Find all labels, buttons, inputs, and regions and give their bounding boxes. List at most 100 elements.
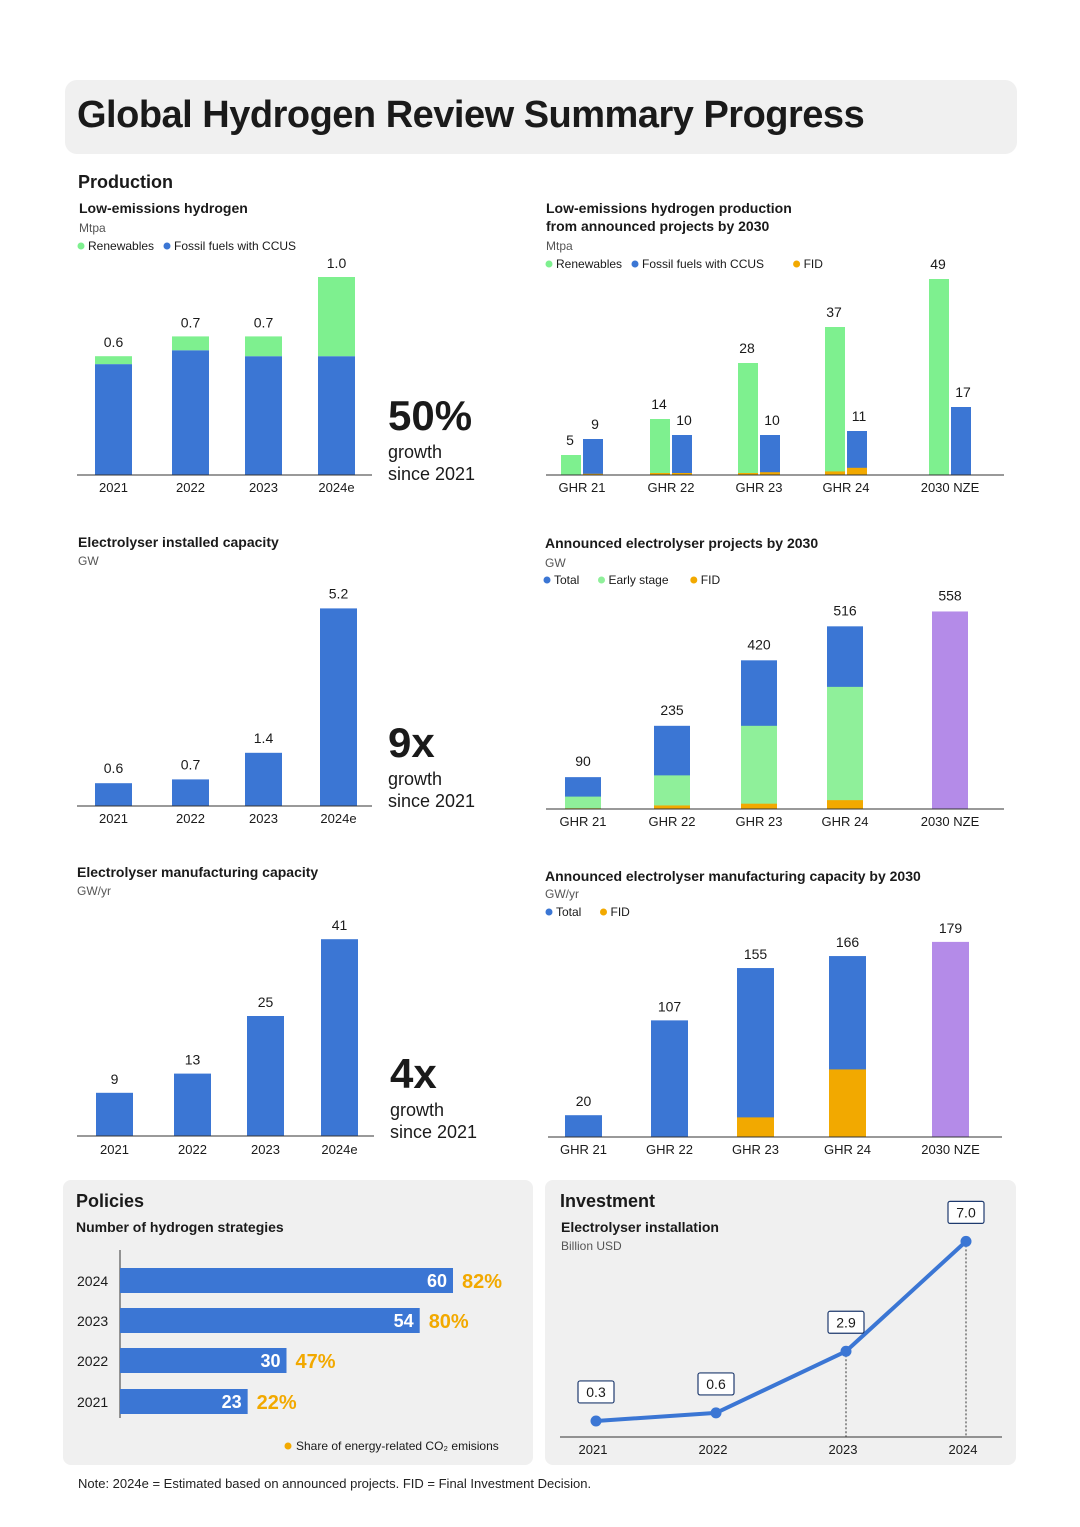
chart3-callout-line1: growth <box>388 769 442 789</box>
chart1-bar-fossil-0 <box>95 364 132 475</box>
chart6-tick-label-4: 2030 NZE <box>921 1142 980 1157</box>
chart6-value-label-1: 107 <box>658 998 682 1014</box>
chart5-value-label-0: 9 <box>111 1071 119 1087</box>
chart7-bar-3 <box>120 1389 248 1414</box>
chart4-bar-fid-1 <box>654 805 690 809</box>
chart7-title: Number of hydrogen strategies <box>76 1219 284 1235</box>
chart2-title-line2: from announced projects by 2030 <box>546 218 769 234</box>
chart2-legend-marker-2 <box>793 260 801 268</box>
chart8-point-1 <box>710 1407 722 1419</box>
chart1-legend-marker-0 <box>77 242 85 250</box>
chart3-tick-label-3: 2024e <box>320 811 356 826</box>
chart8-value-label-3: 7.0 <box>956 1204 976 1220</box>
chart5-callout-big: 4x <box>390 1050 437 1097</box>
chart2-tick-label-0: GHR 21 <box>559 480 606 495</box>
policies-section-title: Policies <box>76 1191 144 1211</box>
chart1-tick-label-1: 2022 <box>176 480 205 495</box>
chart7-value-label-1: 54 <box>394 1311 414 1331</box>
chart5-unit: GW/yr <box>77 884 111 898</box>
chart5-tick-label-1: 2022 <box>178 1142 207 1157</box>
chart7-share-label-2: 47% <box>296 1351 336 1373</box>
chart6-tick-label-0: GHR 21 <box>560 1142 607 1157</box>
chart3-value-label-2: 1.4 <box>254 730 274 746</box>
chart2-legend-marker-0 <box>545 260 553 268</box>
chart8-label-box-3 <box>947 1200 985 1225</box>
chart2-renewables-label-2: 28 <box>739 340 755 356</box>
chart4-legend-marker-2 <box>690 576 698 584</box>
chart5-bar-1 <box>174 1073 211 1136</box>
chart4-tick-label-4: 2030 NZE <box>921 814 980 829</box>
chart3-value-label-0: 0.6 <box>104 760 124 776</box>
chart2-bar-fossil-fid-0 <box>583 473 603 475</box>
chart2-bar-fossil-3 <box>847 431 867 475</box>
chart1-bar-fossil-1 <box>172 350 209 475</box>
chart4-title: Announced electrolyser projects by 2030 <box>545 535 818 551</box>
chart4-value-label-1: 235 <box>660 702 684 718</box>
chart3-value-label-3: 5.2 <box>329 585 349 601</box>
investment-section-title: Investment <box>560 1191 655 1211</box>
chart3-bar-0 <box>95 783 132 806</box>
chart6-value-label-2: 155 <box>744 946 768 962</box>
chart1-bar-renewables-3 <box>318 277 355 357</box>
chart5-tick-label-3: 2024e <box>321 1142 357 1157</box>
chart2-fossil-label-0: 9 <box>591 416 599 432</box>
chart4-value-label-0: 90 <box>575 753 591 769</box>
chart7-value-label-3: 23 <box>222 1392 242 1412</box>
chart8-label-box-1 <box>697 1372 735 1396</box>
chart7-bar-2 <box>120 1348 287 1373</box>
chart6-title: Announced electrolyser manufacturing cap… <box>545 868 921 884</box>
chart5-bar-3 <box>321 939 358 1136</box>
chart3-tick-label-1: 2022 <box>176 811 205 826</box>
chart1-value-label-2: 0.7 <box>254 314 274 330</box>
chart8-point-3 <box>960 1235 972 1247</box>
chart7-share-legend-marker <box>284 1442 292 1450</box>
chart2-legend-label-0: Renewables <box>556 257 622 271</box>
chart7-share-legend-label: Share of energy-related CO₂ emisions <box>296 1439 499 1453</box>
chart8-series-line <box>595 1239 968 1423</box>
chart6-tick-label-3: GHR 24 <box>824 1142 871 1157</box>
chart7-tick-label-3: 2021 <box>77 1394 108 1410</box>
chart8-title: Electrolyser installation <box>561 1219 719 1235</box>
chart6-bar-total-0 <box>565 1115 602 1137</box>
chart4-tick-label-0: GHR 21 <box>560 814 607 829</box>
chart2-bar-renewables-fid-1 <box>650 473 670 475</box>
chart1-bar-fossil-3 <box>318 356 355 475</box>
chart8-point-0 <box>590 1415 602 1427</box>
chart4-bar-total-4 <box>932 611 968 809</box>
chart2-title-line1: Low-emissions hydrogen production <box>546 200 792 216</box>
chart4-tick-label-2: GHR 23 <box>736 814 783 829</box>
chart2-renewables-label-3: 37 <box>826 304 842 320</box>
chart2-bar-renewables-fid-2 <box>738 473 758 475</box>
chart1-unit: Mtpa <box>79 221 106 235</box>
chart3-tick-label-0: 2021 <box>99 811 128 826</box>
chart7-tick-label-0: 2024 <box>77 1273 108 1289</box>
chart6-bar-fid-3 <box>829 1069 866 1137</box>
chart1-bar-renewables-1 <box>172 336 209 351</box>
title-bar: Global Hydrogen Review Summary Progress <box>65 80 1017 154</box>
chart2-bar-renewables-2 <box>738 363 758 475</box>
chart1-tick-label-3: 2024e <box>318 480 354 495</box>
chart7-bar-1 <box>120 1308 420 1333</box>
chart1-bar-renewables-2 <box>245 336 282 357</box>
chart4-bar-early-stage-3 <box>827 686 863 809</box>
chart7-share-label-3: 22% <box>257 1392 297 1414</box>
chart1-bar-renewables-0 <box>95 356 132 365</box>
chart6-bar-total-1 <box>651 1020 688 1137</box>
chart2-renewables-label-4: 49 <box>930 256 946 272</box>
chart8-value-label-0: 0.3 <box>586 1384 606 1400</box>
chart7-bar-0 <box>120 1268 453 1293</box>
chart4-bar-early-stage-2 <box>741 725 777 809</box>
chart2-bar-renewables-1 <box>650 419 670 475</box>
chart8-label-box-0 <box>577 1380 615 1404</box>
chart3-callout-line2: since 2021 <box>388 791 475 811</box>
chart1-value-label-0: 0.6 <box>104 334 124 350</box>
chart7-tick-label-2: 2022 <box>77 1353 108 1369</box>
chart6-value-label-3: 166 <box>836 934 860 950</box>
chart8-unit: Billion USD <box>561 1239 622 1253</box>
chart5-callout-line2: since 2021 <box>390 1122 477 1142</box>
chart1-value-label-1: 0.7 <box>181 314 201 330</box>
chart2-bar-renewables-3 <box>825 327 845 475</box>
chart6-value-label-0: 20 <box>576 1093 592 1109</box>
chart6-legend-label-1: FID <box>611 905 631 919</box>
chart1-title: Low-emissions hydrogen <box>79 200 248 216</box>
